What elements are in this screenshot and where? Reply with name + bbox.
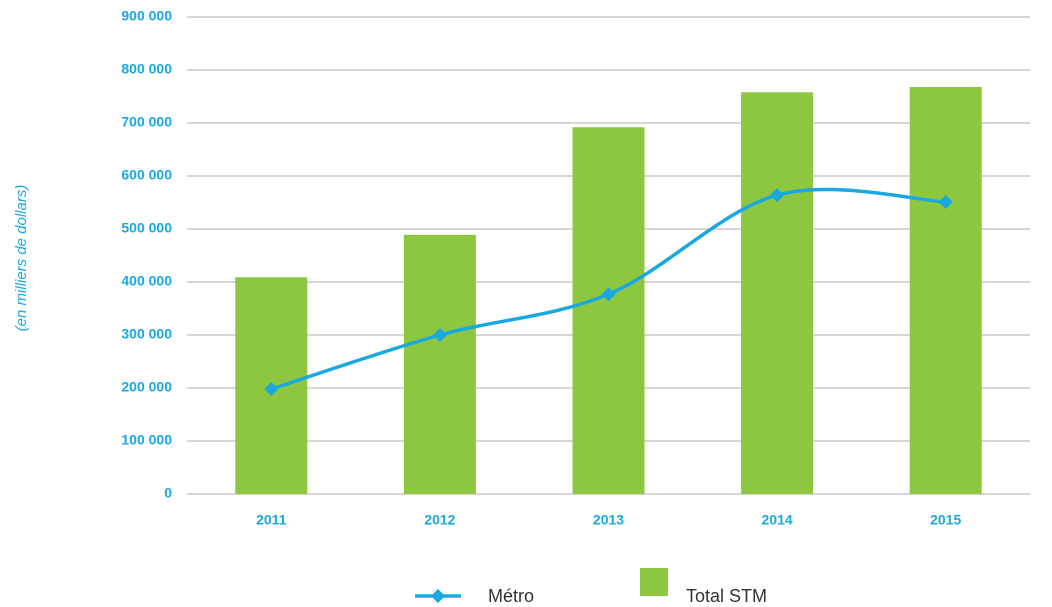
legend-label: Total STM — [686, 586, 767, 606]
y-axis-label: (en milliers de dollars) — [13, 185, 30, 332]
y-tick-label: 700 000 — [121, 114, 172, 130]
y-tick-label: 200 000 — [121, 379, 172, 395]
marker — [601, 287, 616, 302]
marker — [264, 382, 279, 397]
marker — [432, 328, 447, 342]
marker — [938, 194, 953, 209]
legend-swatch — [640, 568, 668, 596]
legend-swatch — [431, 589, 445, 603]
x-tick-label: 2012 — [424, 512, 455, 528]
y-tick-label: 800 000 — [121, 61, 172, 77]
x-tick-label: 2011 — [256, 512, 287, 528]
bar — [572, 127, 645, 495]
y-tick-label: 300 000 — [121, 326, 172, 342]
x-tick-label: 2014 — [762, 512, 793, 528]
y-tick-label: 100 000 — [121, 432, 172, 448]
x-tick-label: 2013 — [593, 512, 624, 528]
y-tick-label: 500 000 — [121, 220, 172, 236]
legend-label: Métro — [488, 586, 534, 606]
y-tick-label: 400 000 — [121, 273, 172, 289]
bar — [403, 234, 476, 494]
bar — [741, 92, 814, 494]
marker — [770, 188, 785, 203]
y-tick-label: 900 000 — [121, 8, 172, 24]
bar — [909, 86, 982, 495]
y-tick-label: 0 — [164, 485, 172, 501]
x-tick-label: 2015 — [930, 512, 961, 528]
y-tick-label: 600 000 — [121, 167, 172, 183]
